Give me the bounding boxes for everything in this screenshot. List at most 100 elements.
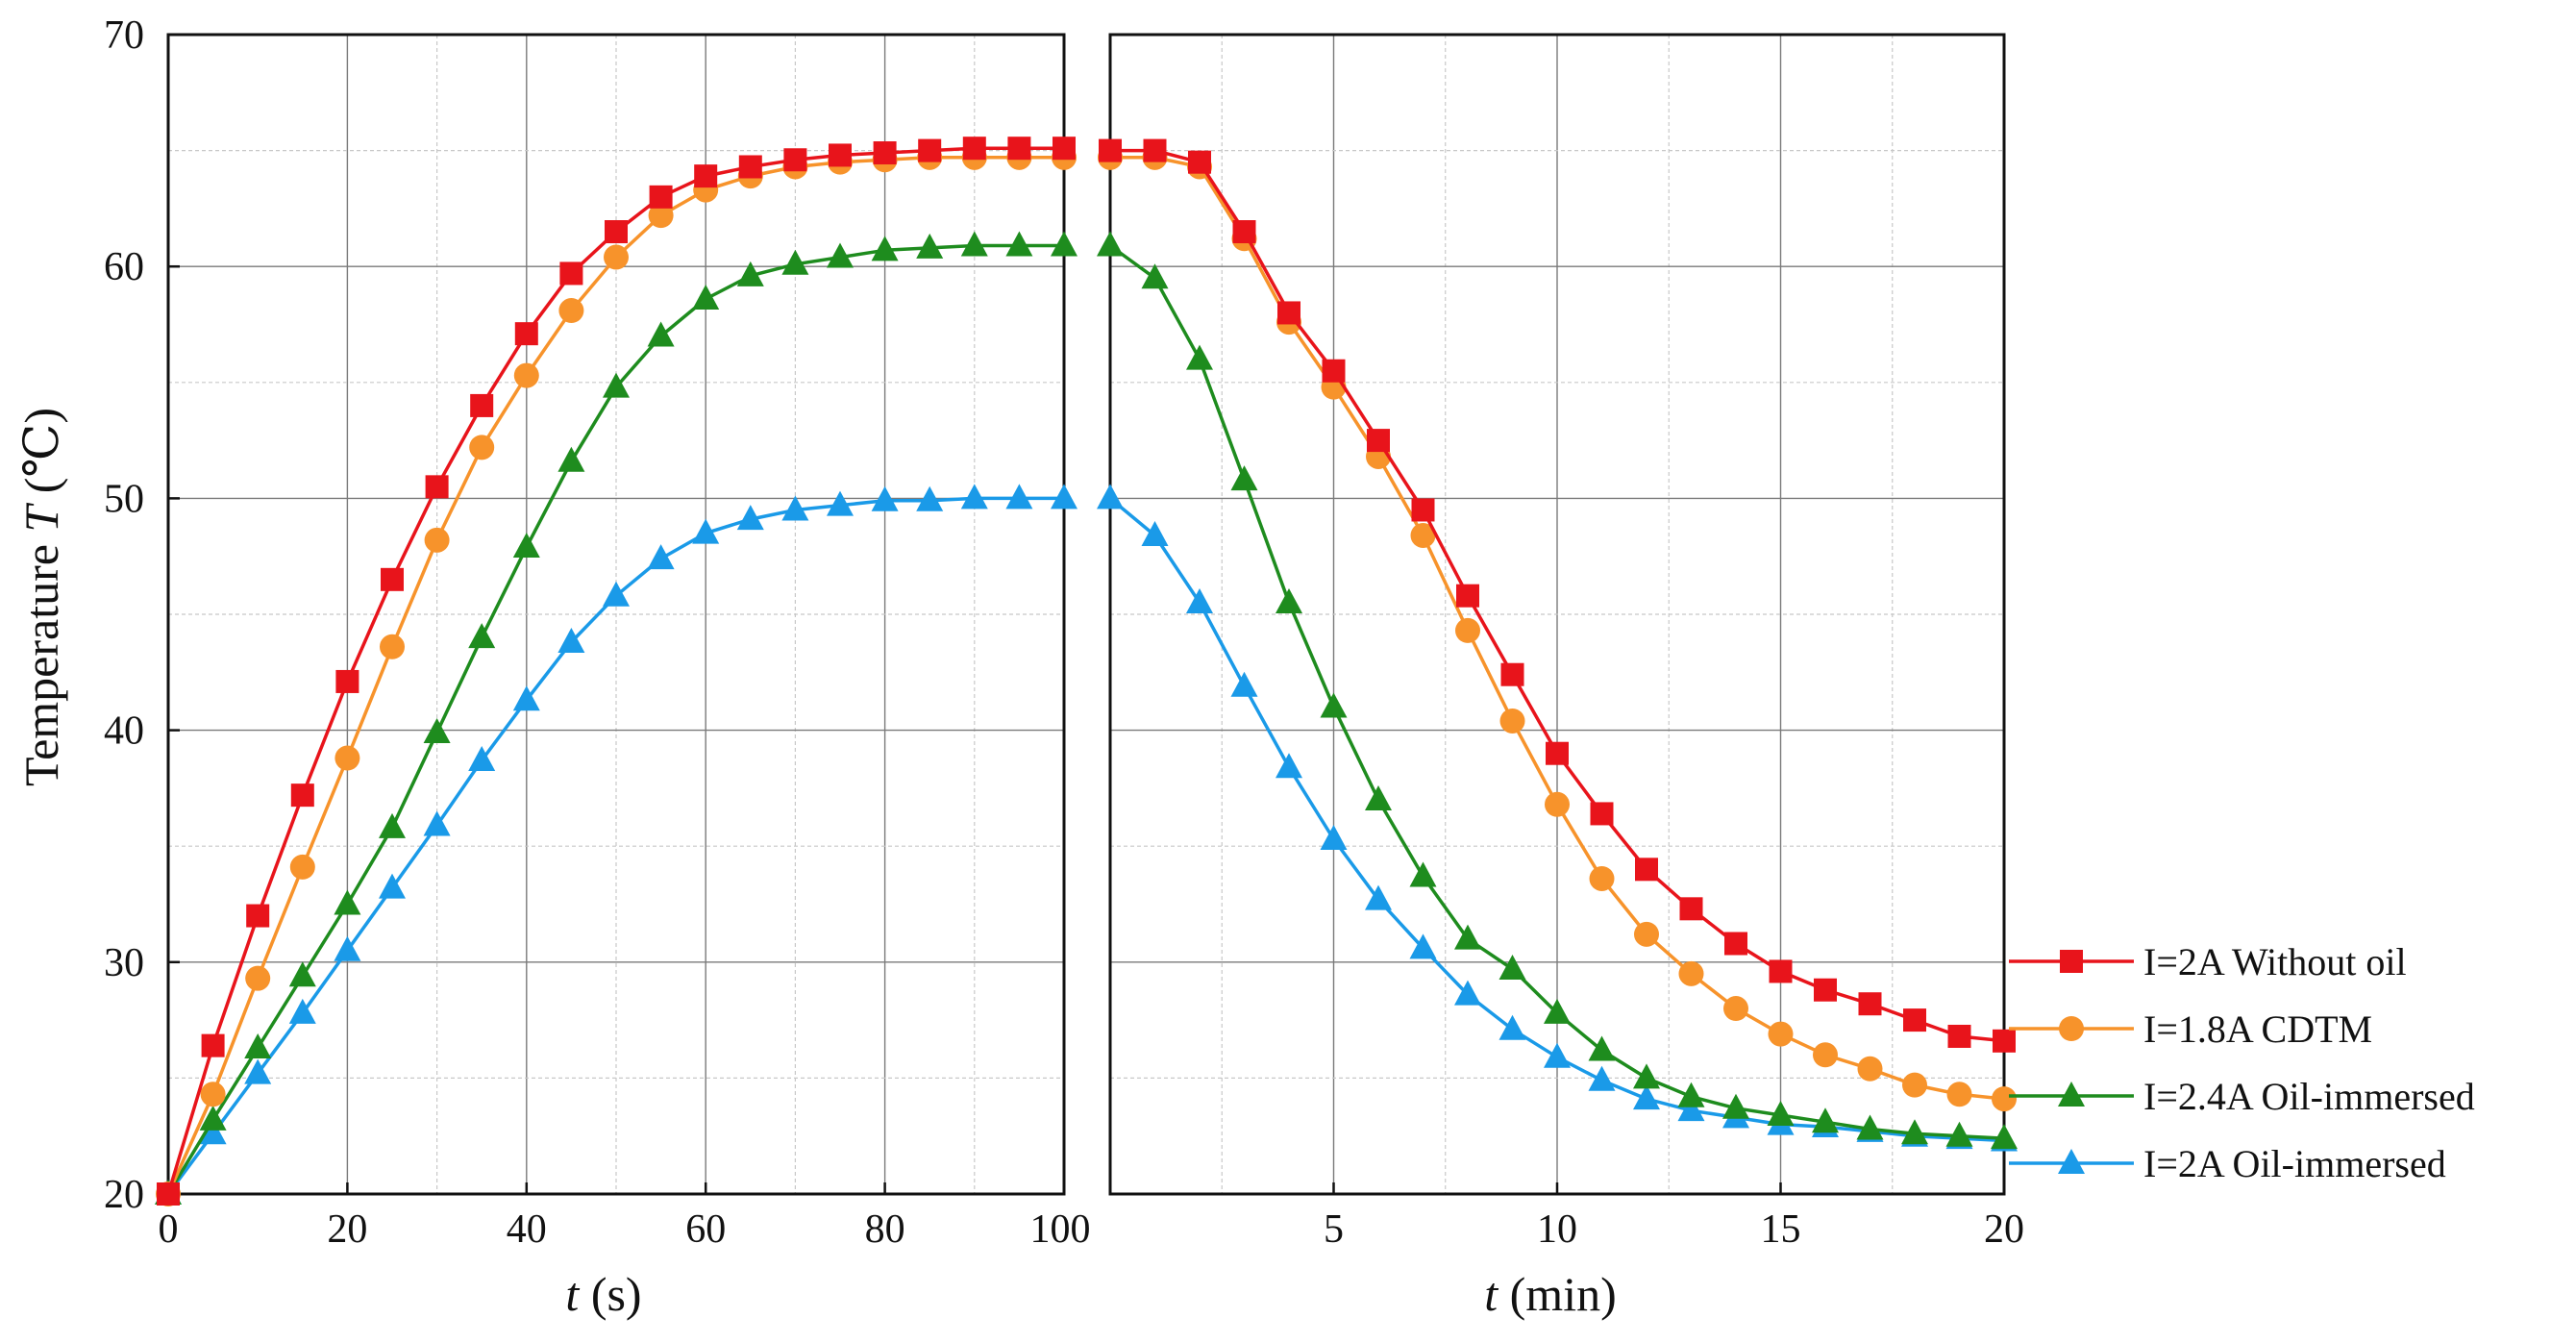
data-point bbox=[649, 185, 673, 209]
data-point bbox=[379, 812, 406, 838]
data-point bbox=[738, 155, 762, 179]
data-point bbox=[1500, 662, 1524, 686]
data-point bbox=[1409, 933, 1437, 959]
data-point bbox=[1991, 1124, 2018, 1150]
legend-label: I=2A Oil-immersed bbox=[2143, 1142, 2446, 1185]
x-tick-label: 80 bbox=[865, 1207, 905, 1252]
data-point bbox=[1813, 1042, 1838, 1068]
data-point bbox=[245, 965, 271, 991]
data-point bbox=[1590, 802, 1614, 826]
data-point bbox=[244, 1058, 272, 1084]
data-point bbox=[1409, 861, 1437, 887]
legend-label: I=2.4A Oil-immersed bbox=[2143, 1075, 2475, 1118]
data-point bbox=[1499, 955, 1526, 981]
data-point bbox=[1545, 791, 1570, 817]
data-point bbox=[647, 544, 675, 570]
data-point bbox=[1634, 921, 1659, 947]
ticks-layer: 0 20 40 60 80 100 5 10 15 20 20 30 40 50 60 70 bbox=[104, 13, 2024, 1252]
data-point bbox=[1812, 1107, 1839, 1133]
data-point bbox=[1097, 484, 1124, 510]
legend-marker bbox=[2059, 1016, 2084, 1041]
data-point bbox=[1365, 784, 1392, 810]
data-point bbox=[1993, 1029, 2016, 1053]
data-point bbox=[1005, 484, 1033, 510]
data-point bbox=[1945, 1121, 1973, 1147]
x-axis-label-cooling: t (min) bbox=[1484, 1267, 1617, 1321]
data-point bbox=[1367, 429, 1390, 453]
data-point bbox=[1767, 1100, 1795, 1126]
data-point bbox=[1232, 220, 1256, 244]
series-i-2-4a-oil-immersed bbox=[155, 231, 2018, 1205]
legend-label: I=1.8A CDTM bbox=[2143, 1007, 2372, 1051]
data-point bbox=[1097, 231, 1124, 257]
data-point bbox=[827, 490, 854, 516]
data-point bbox=[468, 623, 496, 649]
data-point bbox=[1588, 1035, 1616, 1061]
data-point bbox=[424, 527, 450, 553]
data-point bbox=[288, 961, 316, 987]
data-point bbox=[468, 745, 496, 771]
x-tick-label: 10 bbox=[1537, 1207, 1577, 1252]
frame-layer bbox=[166, 33, 2006, 1196]
legend-marker bbox=[2058, 1082, 2085, 1107]
data-point bbox=[916, 233, 944, 259]
x-axis-label-heating: t (s) bbox=[565, 1267, 641, 1321]
data-point bbox=[379, 873, 406, 899]
data-point bbox=[334, 889, 361, 915]
data-point bbox=[783, 148, 807, 172]
grid-layer bbox=[168, 35, 2004, 1194]
data-point bbox=[604, 244, 629, 270]
data-point bbox=[1903, 1008, 1926, 1032]
data-point bbox=[1588, 1065, 1616, 1091]
data-point bbox=[423, 810, 451, 836]
data-point bbox=[557, 446, 585, 472]
data-point bbox=[423, 718, 451, 744]
data-point bbox=[1005, 231, 1033, 257]
data-point bbox=[1499, 1014, 1526, 1040]
data-point bbox=[1857, 1056, 1883, 1082]
data-point bbox=[1320, 692, 1348, 718]
data-point bbox=[1722, 1093, 1749, 1119]
data-point bbox=[512, 685, 540, 711]
data-point bbox=[244, 1033, 272, 1059]
data-point bbox=[1901, 1119, 1928, 1145]
legend-marker bbox=[2060, 950, 2083, 973]
data-point bbox=[1365, 884, 1392, 910]
data-point bbox=[871, 485, 899, 511]
data-point bbox=[201, 1033, 225, 1057]
series-i-2a-without-oil bbox=[157, 137, 2016, 1206]
data-point bbox=[1814, 978, 1837, 1002]
data-point bbox=[290, 783, 314, 808]
legend-marker bbox=[2058, 1149, 2085, 1174]
data-point bbox=[1276, 587, 1302, 613]
data-point bbox=[1769, 959, 1793, 983]
data-point bbox=[1633, 1084, 1660, 1110]
data-point bbox=[1454, 924, 1481, 950]
x-tick-label: 40 bbox=[507, 1207, 547, 1252]
series-i-1-8a-cdtm bbox=[156, 144, 2017, 1206]
data-point bbox=[1546, 741, 1569, 765]
y-tick-label: 30 bbox=[104, 941, 144, 985]
data-point bbox=[1902, 1072, 1927, 1098]
data-point bbox=[1320, 824, 1348, 850]
data-point bbox=[1992, 1086, 2017, 1112]
data-point bbox=[1677, 1082, 1705, 1107]
data-point bbox=[380, 634, 405, 659]
data-point bbox=[1544, 998, 1571, 1024]
x-tick-label: 100 bbox=[1030, 1207, 1091, 1252]
y-tick-label: 20 bbox=[104, 1173, 144, 1217]
y-tick-label: 40 bbox=[104, 709, 144, 754]
data-point bbox=[1186, 587, 1213, 613]
data-point bbox=[1768, 1021, 1794, 1047]
data-point bbox=[1277, 301, 1300, 325]
x-tick-label: 15 bbox=[1761, 1207, 1801, 1252]
y-tick-label: 50 bbox=[104, 477, 144, 521]
x-tick-label: 0 bbox=[159, 1207, 179, 1252]
data-point bbox=[199, 1105, 227, 1131]
data-point bbox=[1589, 865, 1615, 891]
data-point bbox=[871, 236, 899, 261]
data-point bbox=[692, 518, 720, 544]
data-point bbox=[514, 322, 538, 346]
data-point bbox=[781, 249, 809, 275]
